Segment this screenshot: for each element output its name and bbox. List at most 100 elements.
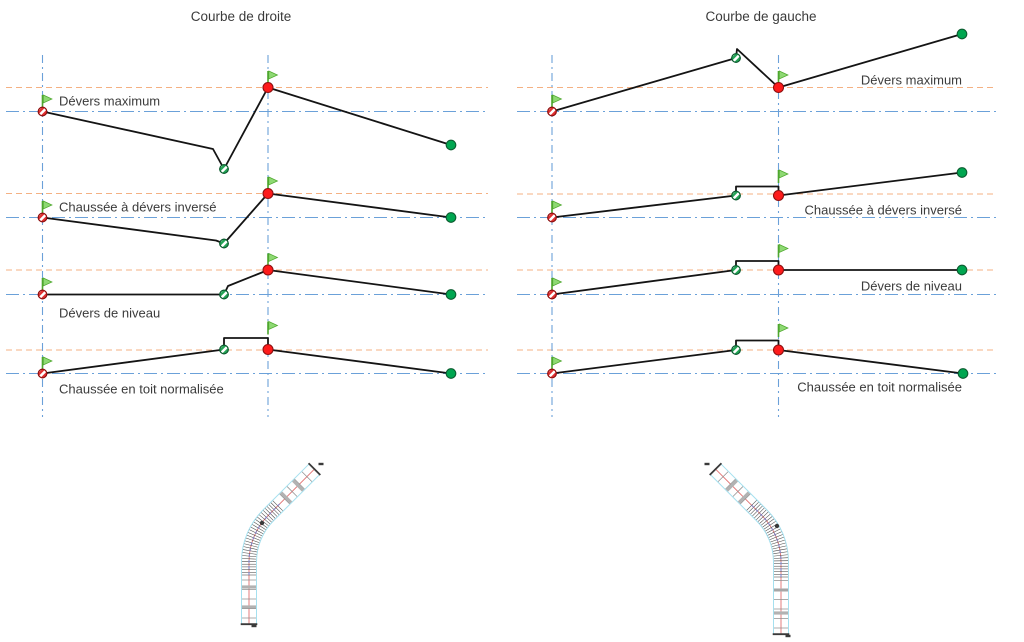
road-cross-tick-dense [242,552,257,555]
mid-grip-marker[interactable] [218,288,232,302]
curve-center-dash [778,544,780,548]
road-cross-tick-dense [266,506,278,517]
curve-center-dash [252,536,255,540]
curve-center-dash [763,517,767,521]
road-plan-right-curve [240,462,324,628]
start-flag-icon[interactable] [551,356,563,371]
curve-center-dash [755,509,759,513]
curve-center-dash [257,525,261,529]
road-cross-tick-dense [259,514,271,525]
start-flag-icon[interactable] [41,200,53,215]
start-flag-icon[interactable] [551,94,563,109]
peak-flag-icon[interactable] [777,323,789,338]
peak-grip-marker[interactable] [262,187,274,200]
peak-flag-icon[interactable] [777,70,789,85]
road-cross-tick [286,486,298,497]
curve-center-dash [277,503,281,507]
road-cross-tick [725,478,736,490]
road-end-tick [307,462,321,476]
road-cross-tick-dense [767,528,781,536]
road-plan-left-curve [704,462,791,638]
end-grip-marker[interactable] [445,139,457,151]
peak-grip-marker[interactable] [262,264,274,276]
end-grip-marker[interactable] [956,28,968,40]
end-grip-marker[interactable] [957,368,969,379]
end-grip-marker[interactable] [445,368,457,379]
road-end-tick [709,462,723,476]
peak-grip-marker[interactable] [772,189,785,202]
peak-grip-marker[interactable] [772,81,785,94]
peak-grip-marker[interactable] [772,344,785,356]
curve-center-dash [250,542,253,546]
road-cross-tick-dense [270,502,282,513]
station-micro-label [704,462,710,466]
road-cross-tick-dense [769,534,783,541]
peak-flag-icon[interactable] [267,176,279,191]
curve-center-dash [770,527,774,531]
profile-row-label: Chaussée à dévers inversé [59,199,217,214]
mid-grip-marker[interactable] [218,163,232,177]
peak-grip-marker[interactable] [262,81,274,94]
mid-grip-marker[interactable] [730,189,744,203]
curve-center-dash [272,507,276,511]
profile-panels: Courbe de droite Dévers maximum Chaussée à… [6,9,997,417]
devers-profile-line [551,260,963,296]
peak-flag-icon[interactable] [777,243,789,259]
start-flag-icon[interactable] [551,277,563,292]
road-plan-views [240,462,791,638]
peak-grip-marker[interactable] [772,264,785,276]
road-cross-tick [732,486,744,497]
road-cross-tick-dense [253,521,266,530]
profile-row-label: Chaussée à dévers inversé [804,202,962,217]
road-cross-tick-dense [772,545,787,550]
curve-station-marker [259,520,265,526]
start-flag-icon[interactable] [41,94,53,109]
devers-profile-line [551,33,963,113]
road-cross-tick-dense [757,511,769,522]
road-cross-tick-dense [250,526,264,535]
panel-title: Courbe de gauche [705,9,816,24]
curve-station-marker [774,523,780,529]
curve-center-dash [249,548,252,552]
end-grip-marker[interactable] [956,167,968,178]
peak-flag-icon[interactable] [267,320,279,336]
curve-center-dash [759,513,763,517]
curve-center-dash [767,522,771,526]
road-stripe-band [725,479,738,492]
end-grip-marker[interactable] [445,212,457,223]
station-micro-label [251,624,257,628]
curve-center-dash [773,532,777,536]
curve-center-dash [268,511,272,515]
curve-center-dash [264,516,268,520]
profile-row-label: Chaussée en toit normalisée [59,381,224,396]
curve-center-dash [751,504,755,508]
profile-row-label: Dévers de niveau [861,278,962,293]
road-stripe-band [292,479,305,492]
panel-right-curve: Courbe de droite Dévers maximum Chaussée à… [6,9,488,417]
devers-profile-line [551,339,964,375]
peak-flag-icon[interactable] [267,70,279,85]
start-grip-marker[interactable] [546,288,560,302]
road-cross-tick-dense [245,537,260,543]
road-cross-tick-dense [244,543,258,548]
end-grip-marker[interactable] [956,264,968,276]
start-flag-icon[interactable] [41,277,53,292]
end-grip-marker[interactable] [445,289,457,300]
devers-profile-line [41,269,452,296]
start-flag-icon[interactable] [41,356,53,371]
road-cross-tick-dense [263,510,274,521]
peak-flag-icon[interactable] [777,169,789,184]
profile-row-label: Chaussée en toit normalisée [797,379,962,394]
road-cross-tick [740,493,751,505]
road-stripe-band [737,491,751,504]
devers-profile-line [551,171,963,219]
panel-left-curve: Courbe de gauche Dévers maximum Chaussée à… [517,9,997,417]
start-flag-icon[interactable] [551,200,563,215]
profile-row-label: Dévers maximum [861,72,962,87]
station-micro-label [318,462,324,466]
profile-row-label: Dévers de niveau [59,305,160,320]
peak-grip-marker[interactable] [262,343,274,356]
curve-center-dash [254,530,258,535]
peak-flag-icon[interactable] [267,252,279,268]
